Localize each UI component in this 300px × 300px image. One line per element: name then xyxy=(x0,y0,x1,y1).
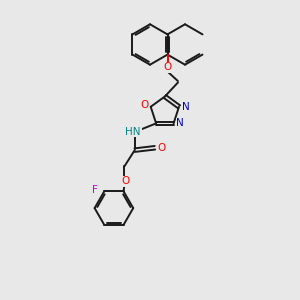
Text: HN: HN xyxy=(125,127,141,137)
Text: N: N xyxy=(182,102,189,112)
Text: O: O xyxy=(158,143,166,153)
Text: O: O xyxy=(140,100,148,110)
Text: N: N xyxy=(176,118,184,128)
Text: O: O xyxy=(122,176,130,186)
Text: O: O xyxy=(164,62,172,72)
Text: F: F xyxy=(92,185,98,195)
